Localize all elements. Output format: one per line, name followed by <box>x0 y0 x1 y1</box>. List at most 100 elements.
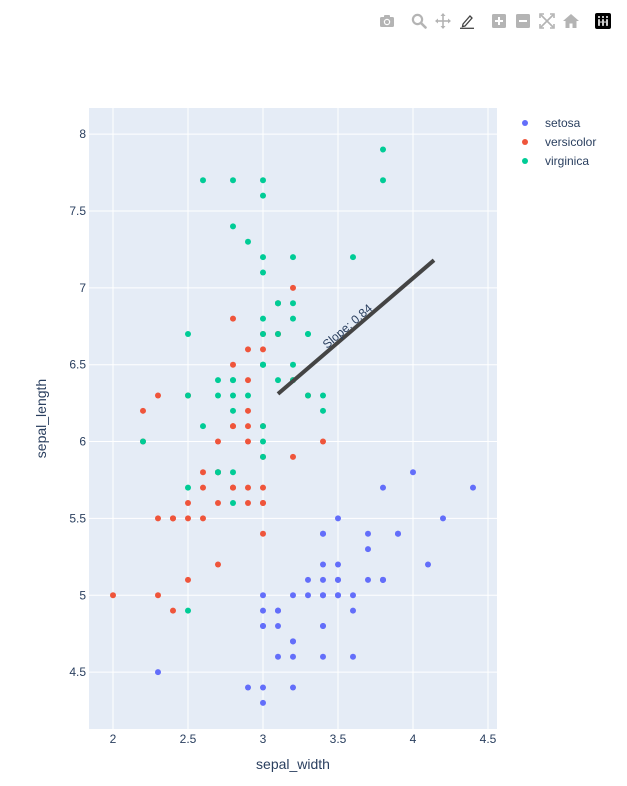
data-point-virginica <box>350 254 356 261</box>
data-point-virginica <box>260 453 266 460</box>
data-point-setosa <box>320 576 326 583</box>
data-point-setosa <box>365 530 371 537</box>
data-point-setosa <box>470 484 476 491</box>
data-point-setosa <box>440 515 446 522</box>
data-point-setosa <box>335 592 341 599</box>
data-point-virginica <box>290 254 296 261</box>
x-tick-label: 4.5 <box>480 732 497 746</box>
data-point-virginica <box>290 315 296 322</box>
plot-area <box>89 108 497 729</box>
data-point-setosa <box>305 576 311 583</box>
x-tick-label: 3 <box>260 732 267 746</box>
home-icon[interactable] <box>559 10 583 32</box>
zoom-out-icon[interactable] <box>511 10 535 32</box>
data-point-versicolor <box>155 392 161 399</box>
data-point-versicolor <box>155 515 161 522</box>
data-point-setosa <box>260 699 266 706</box>
y-tick-label: 5.5 <box>69 511 86 525</box>
data-point-virginica <box>185 484 191 491</box>
data-point-virginica <box>215 392 221 399</box>
data-point-versicolor <box>140 407 146 414</box>
data-point-virginica <box>275 377 281 384</box>
data-point-versicolor <box>245 423 251 430</box>
y-axis-title: sepal_length <box>33 379 49 458</box>
camera-icon[interactable] <box>375 10 399 32</box>
data-point-setosa <box>275 607 281 614</box>
data-point-setosa <box>260 592 266 599</box>
data-point-setosa <box>365 546 371 553</box>
legend: setosa versicolor virginica <box>514 113 596 170</box>
y-tick-label: 8 <box>79 127 86 141</box>
data-point-setosa <box>320 592 326 599</box>
data-point-versicolor <box>320 438 326 445</box>
data-point-setosa <box>335 576 341 583</box>
data-point-setosa <box>290 684 296 691</box>
legend-item-versicolor[interactable]: versicolor <box>514 132 596 151</box>
y-tick-label: 5 <box>79 588 86 602</box>
data-point-virginica <box>260 192 266 199</box>
data-point-setosa <box>275 623 281 630</box>
data-point-virginica <box>230 377 236 384</box>
data-point-virginica <box>260 438 266 445</box>
data-point-virginica <box>230 500 236 507</box>
data-point-versicolor <box>155 592 161 599</box>
legend-item-setosa[interactable]: setosa <box>514 113 596 132</box>
data-point-virginica <box>245 238 251 245</box>
data-point-setosa <box>275 653 281 660</box>
data-point-setosa <box>290 592 296 599</box>
legend-label: versicolor <box>545 134 597 149</box>
data-point-setosa <box>350 592 356 599</box>
data-point-virginica <box>200 423 206 430</box>
data-point-virginica <box>275 300 281 307</box>
data-point-setosa <box>395 530 401 537</box>
data-point-versicolor <box>185 500 191 507</box>
data-point-virginica <box>380 146 386 153</box>
data-point-setosa <box>290 638 296 645</box>
draw-line-icon[interactable] <box>455 10 479 32</box>
data-point-versicolor <box>245 484 251 491</box>
data-point-virginica <box>230 407 236 414</box>
data-point-virginica <box>140 438 146 445</box>
y-tick-label: 7.5 <box>69 204 86 218</box>
data-point-virginica <box>260 177 266 184</box>
data-point-versicolor <box>230 423 236 430</box>
data-point-virginica <box>245 392 251 399</box>
data-point-versicolor <box>170 607 176 614</box>
data-point-setosa <box>365 576 371 583</box>
zoom-icon[interactable] <box>407 10 431 32</box>
modebar <box>375 10 615 32</box>
data-point-setosa <box>350 653 356 660</box>
data-point-virginica <box>260 269 266 276</box>
data-point-virginica <box>230 392 236 399</box>
data-point-versicolor <box>185 515 191 522</box>
plotly-logo-icon[interactable] <box>591 10 615 32</box>
data-point-setosa <box>290 653 296 660</box>
data-point-versicolor <box>230 484 236 491</box>
data-point-versicolor <box>230 315 236 322</box>
data-point-setosa <box>320 561 326 568</box>
y-tick-label: 6.5 <box>69 358 86 372</box>
data-point-virginica <box>185 392 191 399</box>
data-point-versicolor <box>200 515 206 522</box>
legend-item-virginica[interactable]: virginica <box>514 151 596 170</box>
x-axis-title: sepal_width <box>256 756 330 772</box>
data-point-setosa <box>320 530 326 537</box>
data-point-virginica <box>305 330 311 337</box>
autoscale-icon[interactable] <box>535 10 559 32</box>
data-point-virginica <box>200 177 206 184</box>
series-layer <box>110 146 476 706</box>
data-point-versicolor <box>245 500 251 507</box>
data-point-setosa <box>380 484 386 491</box>
data-point-setosa <box>245 684 251 691</box>
data-point-virginica <box>320 392 326 399</box>
pan-icon[interactable] <box>431 10 455 32</box>
data-point-virginica <box>305 392 311 399</box>
y-tick-label: 6 <box>79 435 86 449</box>
data-point-virginica <box>275 330 281 337</box>
data-point-virginica <box>260 423 266 430</box>
data-point-versicolor <box>215 438 221 445</box>
data-point-virginica <box>230 223 236 230</box>
data-point-setosa <box>305 592 311 599</box>
data-point-virginica <box>215 377 221 384</box>
zoom-in-icon[interactable] <box>487 10 511 32</box>
